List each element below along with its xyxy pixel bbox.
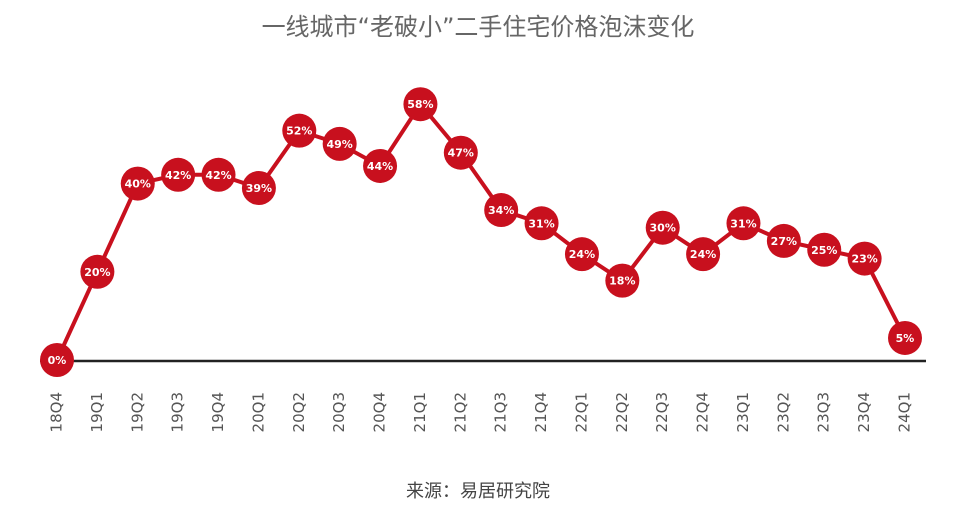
data-label: 18% — [609, 275, 635, 288]
point — [120, 166, 155, 201]
data-label: 42% — [165, 169, 191, 182]
point — [322, 126, 357, 161]
x-tick-label: 19Q2 — [128, 392, 146, 432]
x-tick-label: 23Q1 — [734, 392, 752, 432]
x-tick-label: 19Q4 — [209, 392, 227, 432]
data-label: 58% — [407, 98, 433, 111]
point — [726, 206, 761, 241]
data-label: 40% — [125, 178, 151, 191]
data-label: 24% — [569, 248, 595, 261]
point — [686, 237, 721, 272]
data-label: 42% — [205, 169, 231, 182]
x-tick-label: 22Q4 — [694, 392, 712, 432]
x-tick-label: 23Q2 — [774, 392, 792, 432]
point — [645, 210, 680, 245]
data-label: 27% — [771, 235, 797, 248]
data-label: 0% — [48, 354, 67, 367]
x-tick-label: 22Q2 — [613, 392, 631, 432]
point — [888, 320, 922, 355]
point — [40, 343, 74, 377]
point — [161, 157, 196, 192]
x-tick-label: 22Q1 — [572, 392, 590, 432]
point — [564, 237, 599, 272]
data-label: 23% — [851, 253, 877, 266]
x-tick-label: 21Q4 — [532, 392, 550, 432]
data-label: 30% — [650, 222, 676, 235]
x-tick-label: 23Q3 — [815, 392, 833, 432]
x-tick-label: 22Q3 — [653, 392, 671, 432]
data-label: 44% — [367, 160, 393, 173]
point — [524, 206, 559, 241]
point — [403, 87, 438, 122]
data-label: 25% — [811, 244, 837, 257]
x-tick-label: 18Q4 — [48, 392, 66, 432]
point — [443, 135, 478, 170]
data-label: 47% — [448, 147, 474, 160]
x-tick-label: 20Q4 — [371, 392, 389, 432]
x-tick-label: 19Q1 — [88, 392, 106, 432]
line — [55, 100, 907, 361]
point — [847, 241, 882, 276]
x-tick-label: 20Q1 — [249, 392, 267, 432]
data-label: 52% — [286, 125, 312, 138]
x-tick-label: 23Q4 — [855, 392, 873, 432]
x-tick-label: 20Q3 — [330, 392, 348, 432]
point — [241, 171, 276, 206]
chart-title: 一线城市“老破小”二手住宅价格泡沫变化 — [262, 13, 695, 41]
point — [282, 113, 317, 148]
data-label: 49% — [326, 138, 352, 151]
data-label: 20% — [84, 266, 110, 279]
point — [201, 157, 236, 192]
source-note: 来源：易居研究院 — [406, 481, 550, 502]
data-label: 5% — [896, 332, 915, 345]
x-tick-label: 21Q3 — [492, 392, 510, 432]
point — [605, 263, 640, 298]
data-label: 31% — [528, 217, 554, 230]
data-label: 34% — [488, 204, 514, 217]
point — [766, 223, 801, 258]
data-label: 31% — [730, 217, 756, 230]
data-label: 39% — [246, 182, 272, 195]
x-tick-label: 21Q2 — [451, 392, 469, 432]
x-tick-label: 21Q1 — [411, 392, 429, 432]
x-tick-label: 19Q3 — [169, 392, 187, 432]
data-label: 24% — [690, 248, 716, 261]
point — [80, 254, 115, 289]
x-tick-label: 20Q2 — [290, 392, 308, 432]
point — [807, 232, 842, 267]
point — [484, 193, 519, 228]
x-tick-label: 24Q1 — [896, 392, 914, 432]
point — [363, 148, 398, 183]
